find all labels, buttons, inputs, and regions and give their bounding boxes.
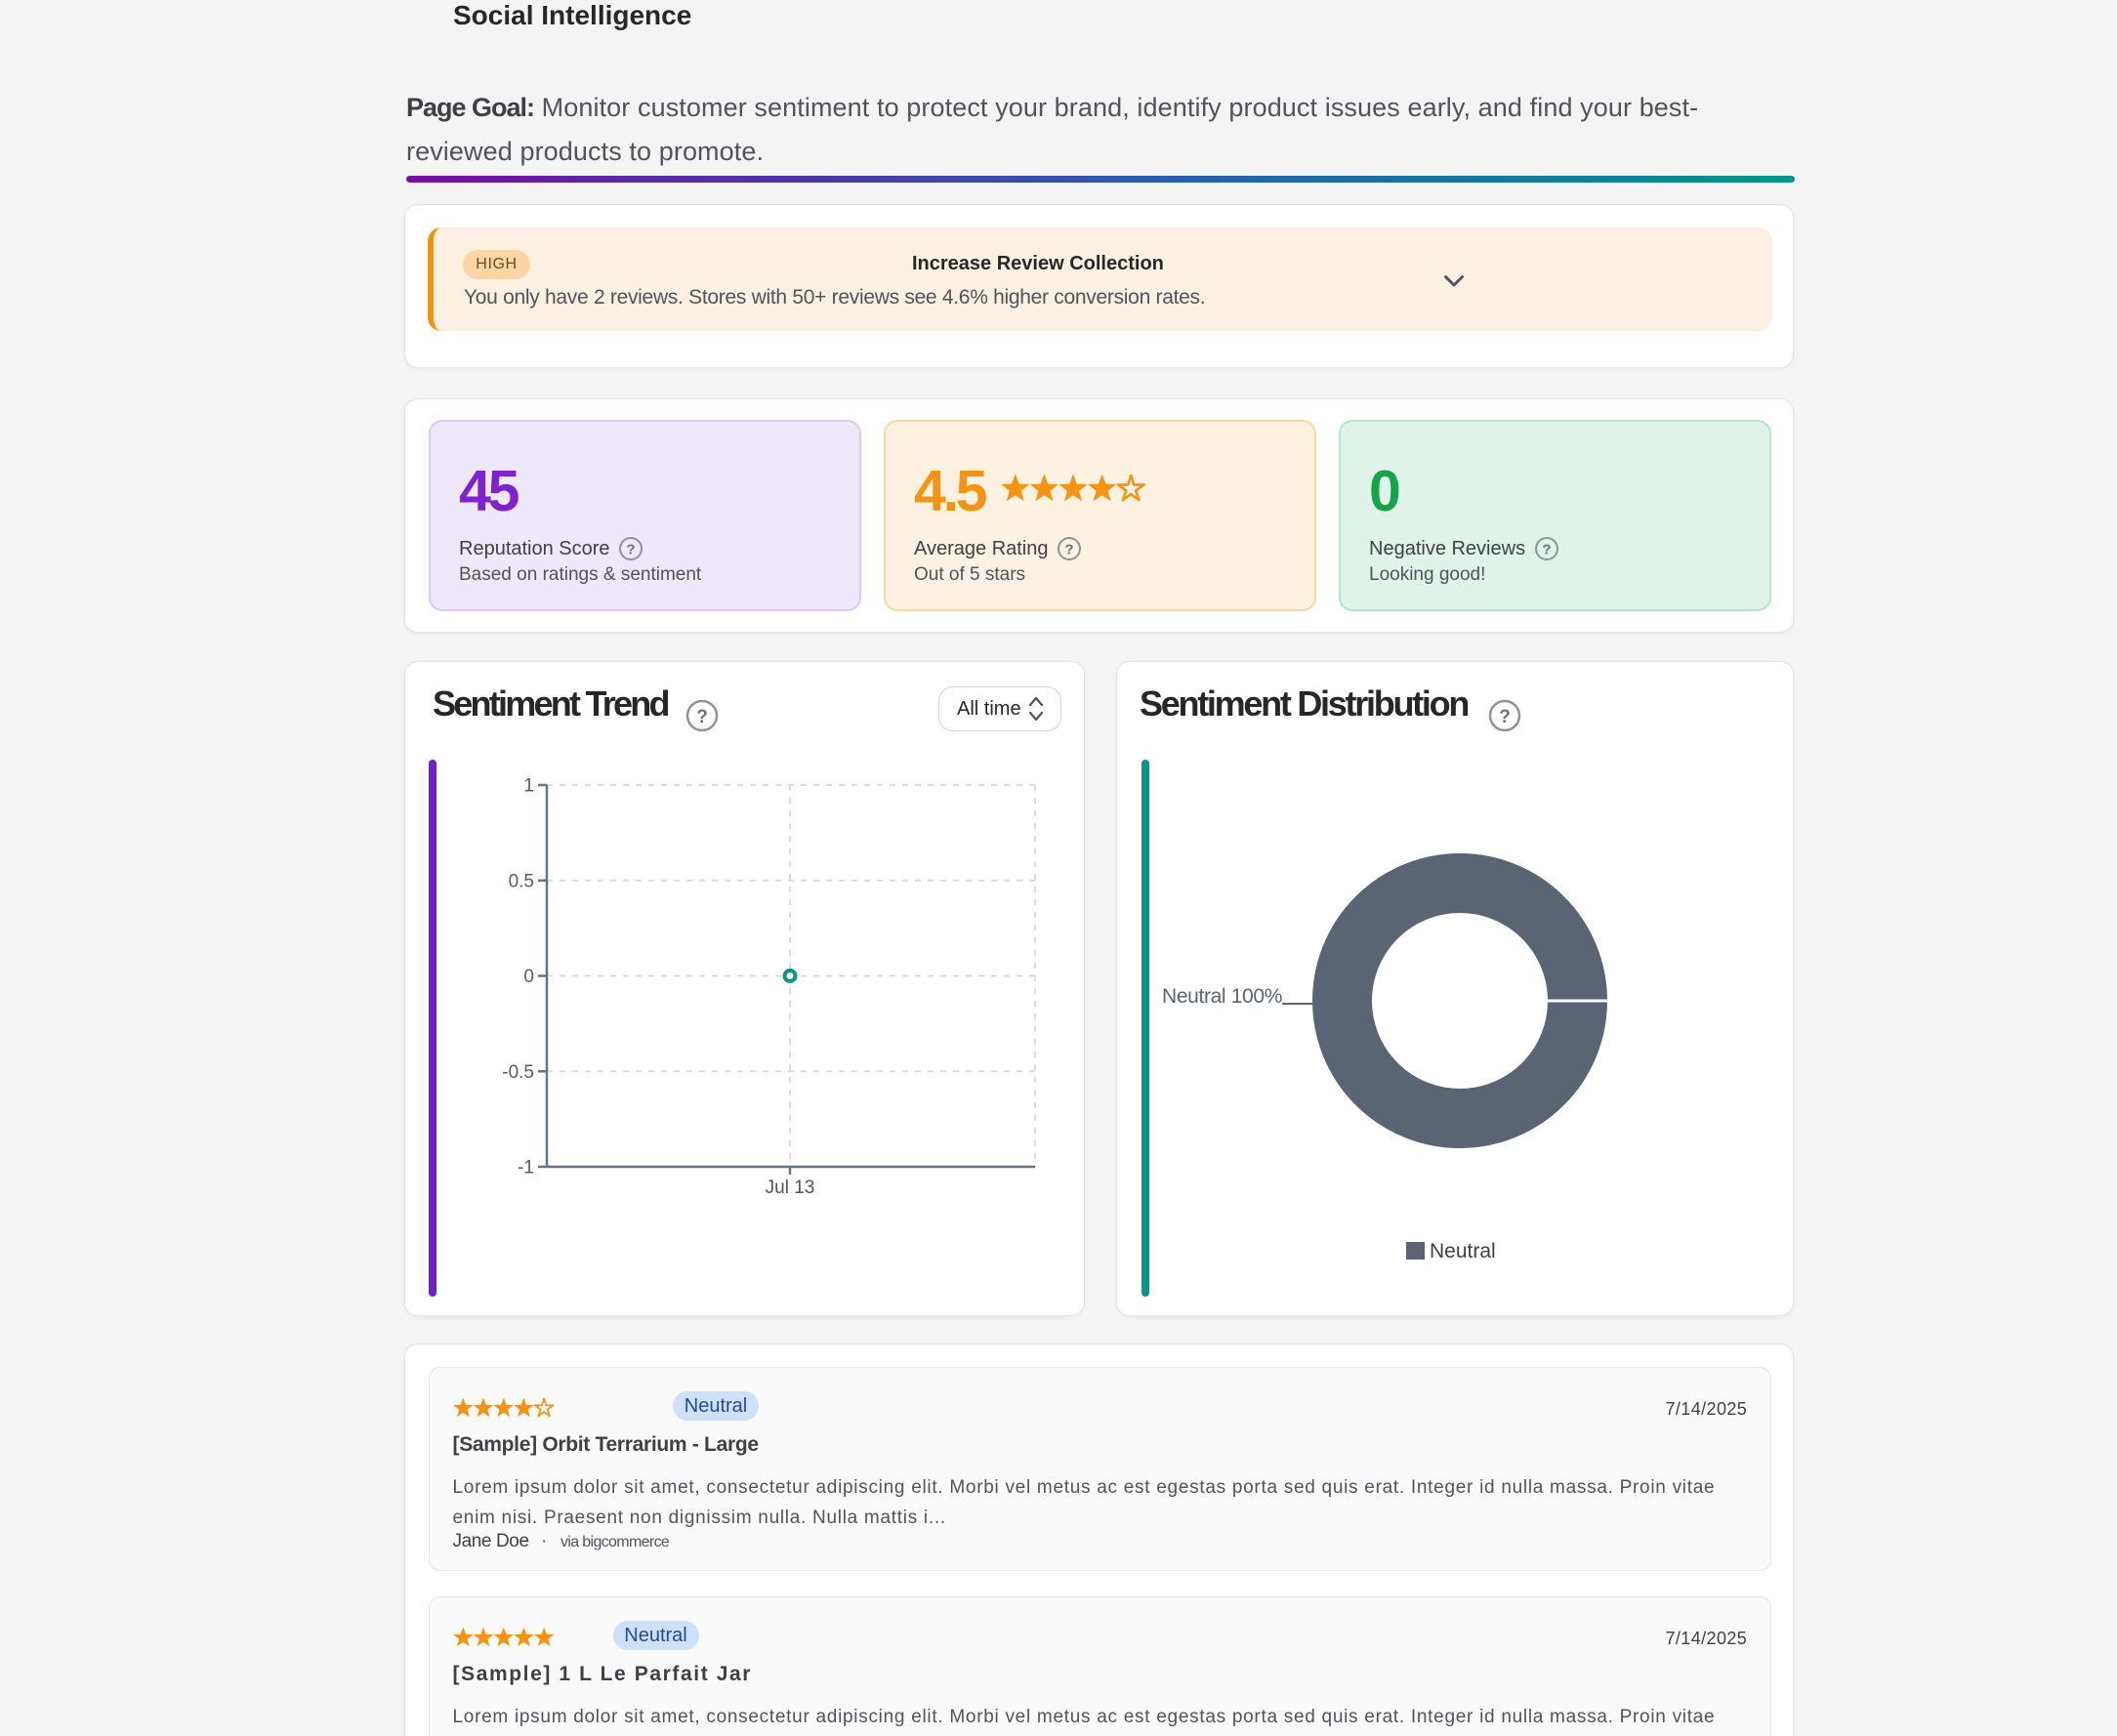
svg-text:-1: -1	[518, 1158, 534, 1178]
svg-text:1: 1	[523, 776, 534, 797]
svg-text:?: ?	[696, 707, 708, 727]
svg-text:?: ?	[1064, 541, 1073, 558]
svg-text:0.5: 0.5	[509, 871, 534, 891]
svg-text:-0.5: -0.5	[502, 1062, 534, 1083]
svg-text:?: ?	[627, 541, 636, 558]
svg-text:?: ?	[1499, 707, 1511, 727]
svg-text:0: 0	[523, 967, 534, 987]
svg-text:Jul 13: Jul 13	[766, 1178, 815, 1198]
svg-text:?: ?	[1542, 541, 1551, 558]
